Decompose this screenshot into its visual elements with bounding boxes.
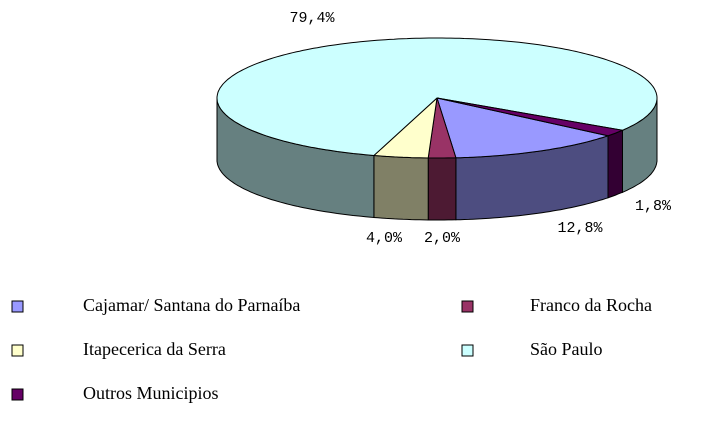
slice-side [427,157,457,221]
value-label: 12,8% [557,220,603,237]
slice [436,97,610,159]
slice [216,37,658,157]
slice-side [373,154,429,221]
legend-swatch [461,344,474,357]
legend-label: Franco da Rocha [530,295,652,315]
legend-label: São Paulo [530,339,603,359]
legend-label: Outros Municipios [83,383,219,403]
legend-label: Cajamar/ Santana do Parnaíba [83,295,300,315]
legend-swatch [11,388,24,401]
slice [436,97,625,137]
value-label: 4,0% [366,230,403,247]
legend-swatch [461,300,474,313]
value-label: 1,8% [635,198,672,215]
value-label: 2,0% [424,230,461,247]
legend-swatch [11,344,24,357]
value-label: 79,4% [289,10,335,27]
legend-swatch [11,300,24,313]
slice-side [607,129,623,199]
legend-label: Itapecerica da Serra [83,339,226,359]
